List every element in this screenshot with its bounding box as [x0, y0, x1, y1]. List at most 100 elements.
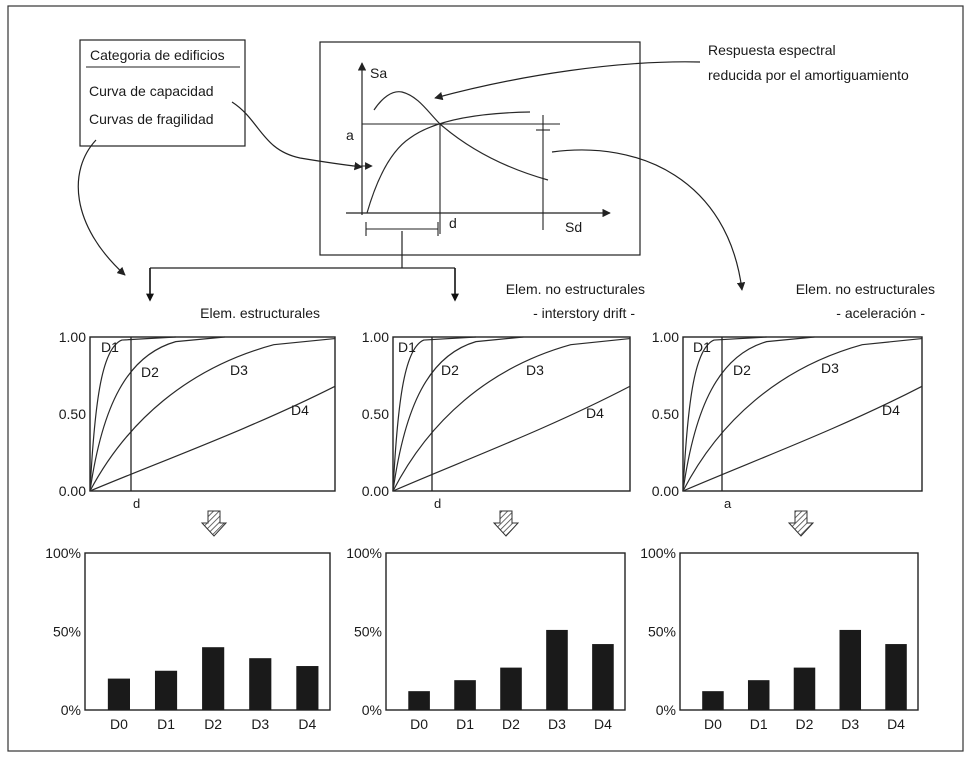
bar-category-label: D4 [887, 716, 905, 732]
fragility-curve-label: D1 [398, 339, 416, 355]
bar-y-tick: 50% [648, 624, 676, 640]
spectrum-a-label: a [346, 127, 354, 143]
bar-category-label: D0 [110, 716, 128, 732]
fragility-y-tick: 0.00 [59, 483, 86, 499]
fragility-y-tick: 0.50 [59, 406, 86, 422]
fragility-y-tick: 0.50 [362, 406, 389, 422]
fragility-curve-d2 [392, 336, 524, 492]
fragility-curve-label: D4 [586, 405, 604, 421]
outer-frame [7, 5, 964, 752]
bar-category-label: D1 [750, 716, 768, 732]
fragility-heading: Elem. estructurales [200, 305, 320, 321]
damage-bar-chart: 100% 50% 0% D0 D1 D2 D3 D4 [640, 545, 919, 732]
bar-category-label: D4 [298, 716, 316, 732]
bar-category-label: D3 [841, 716, 859, 732]
category-box-frame [79, 39, 246, 147]
distribution-lines [146, 231, 459, 302]
fragility-marker-label: d [434, 496, 441, 511]
fragility-curve-d2 [682, 336, 815, 492]
damage-bar-d1 [747, 680, 770, 710]
bar-category-label: D2 [204, 716, 222, 732]
damage-bar-d3 [249, 658, 272, 710]
bar-category-label: D3 [251, 716, 269, 732]
spectral-note-line1: Respuesta espectral [708, 42, 836, 58]
capacity-connector-arrow [231, 101, 363, 171]
fragility-curve-d2 [89, 336, 225, 492]
bar-y-tick: 100% [45, 545, 81, 561]
damage-bar-d4 [885, 644, 907, 710]
fragility-curve-d3 [392, 337, 631, 492]
damage-bar-d2 [202, 647, 225, 710]
demand-spectrum-curve [373, 91, 549, 181]
fragility-heading: Elem. no estructurales [506, 281, 645, 297]
fragility-curve-label: D2 [733, 362, 751, 378]
spectrum-x-label: Sd [565, 219, 582, 235]
spectrum-y-label: Sa [370, 65, 387, 81]
fragility-panel: Elem. no estructurales - aceleración - 1.0… [652, 281, 935, 511]
bar-category-label: D3 [548, 716, 566, 732]
fragility-connector-arrow [77, 139, 126, 276]
bar-category-label: D0 [410, 716, 428, 732]
bar-y-tick: 100% [640, 545, 676, 561]
category-item-fragility: Curvas de fragilidad [89, 111, 214, 127]
fragility-frame [392, 336, 631, 492]
fragility-curve-d3 [89, 337, 336, 492]
damage-bar-d3 [839, 629, 862, 710]
fragility-y-tick: 1.00 [652, 329, 679, 345]
bar-category-label: D1 [157, 716, 175, 732]
bar-category-label: D0 [704, 716, 722, 732]
hatched-down-arrow-icon [200, 510, 228, 537]
acceleration-connector-arrow [551, 149, 746, 291]
spectral-note-line2: reducida por el amortiguamiento [708, 67, 909, 83]
fragility-y-tick: 1.00 [362, 329, 389, 345]
fragility-curve-label: D3 [230, 362, 248, 378]
bar-y-tick: 100% [346, 545, 382, 561]
fragility-curve-d4 [392, 385, 631, 492]
hatched-arrows [200, 510, 815, 537]
damage-bar-d1 [154, 670, 178, 710]
damage-bar-d3 [546, 629, 568, 710]
hatched-down-arrow-icon [787, 510, 815, 537]
fragility-y-tick: 0.00 [652, 483, 679, 499]
damage-bar-d1 [454, 680, 476, 710]
fragility-heading: Elem. no estructurales [796, 281, 935, 297]
damage-bar-d4 [296, 666, 319, 710]
fragility-curve-label: D1 [693, 339, 711, 355]
damage-bar-chart: 100% 50% 0% D0 D1 D2 D3 D4 [346, 545, 626, 732]
fragility-frame [682, 336, 923, 492]
fragility-y-tick: 1.00 [59, 329, 86, 345]
hatched-down-arrow-icon [492, 510, 520, 537]
fragility-curve-label: D4 [291, 402, 309, 418]
damage-bar-d0 [408, 691, 430, 710]
bar-y-tick: 0% [656, 702, 676, 718]
fragility-curve-label: D3 [526, 362, 544, 378]
spectrum-d-label: d [449, 215, 457, 231]
fragility-curve-label: D2 [141, 364, 159, 380]
bar-y-tick: 50% [354, 624, 382, 640]
spectrum-plot-frame [319, 41, 641, 256]
fragility-curve-label: D2 [441, 362, 459, 378]
fragility-y-tick: 0.00 [362, 483, 389, 499]
bar-y-tick: 0% [61, 702, 81, 718]
damage-bar-d2 [793, 667, 816, 710]
fragility-marker-label: d [133, 496, 140, 511]
fragility-curve-d3 [682, 337, 923, 492]
fragility-curve-label: D4 [882, 402, 900, 418]
category-item-capacity: Curva de capacidad [89, 83, 214, 99]
damage-bar-d4 [592, 644, 614, 710]
fragility-curve-d4 [89, 385, 336, 492]
damage-bar-chart: 100% 50% 0% D0 D1 D2 D3 D4 [45, 545, 331, 732]
fragility-marker-label: a [724, 496, 732, 511]
fragility-curve-d1 [392, 336, 476, 492]
fragility-panels: Elem. estructurales 1.00 0.50 0.00 D1 D2 D3 D4 d… [59, 281, 935, 511]
fragility-panel: Elem. estructurales 1.00 0.50 0.00 D1 D2 D3 D4 d [59, 305, 336, 511]
fragility-subheading: - aceleración - [836, 305, 925, 321]
fragility-y-tick: 0.50 [652, 406, 679, 422]
capacity-curve [366, 111, 531, 214]
bar-y-tick: 0% [362, 702, 382, 718]
spectral-note-arrow [434, 61, 701, 101]
fragility-panel: Elem. no estructurales - interstory drift… [362, 281, 645, 511]
fragility-frame [89, 336, 336, 492]
